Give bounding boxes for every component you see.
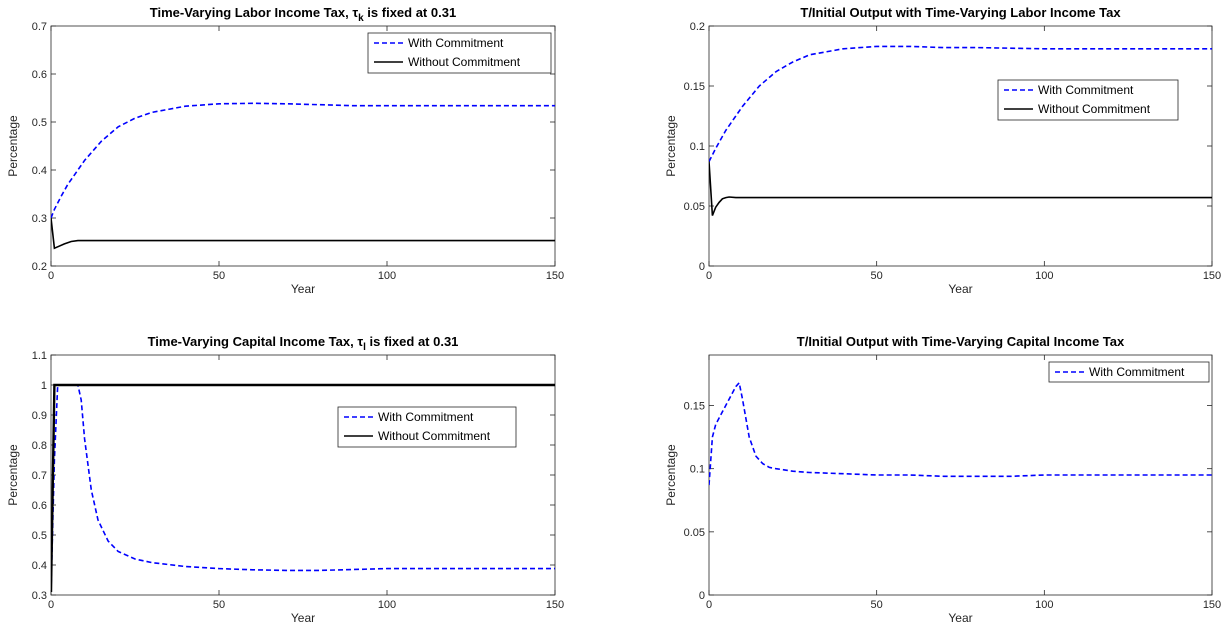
series-line-with-commitment [51,102,555,219]
legend-label: Without Commitment [378,429,491,443]
y-tick-label: 0.7 [32,21,47,33]
y-tick-label: 0.8 [32,440,47,452]
x-tick-label: 50 [871,599,883,611]
chart-title: Time-Varying Capital Income Tax, τl is f… [148,334,459,353]
x-tick-label: 150 [546,270,564,282]
y-axis-label: Percentage [664,115,678,177]
series-line-without-commitment [51,383,555,593]
x-tick-label: 50 [213,599,225,611]
x-tick-label: 100 [1035,599,1053,611]
series-line-without-commitment [51,217,555,250]
y-tick-label: 0.4 [32,560,47,572]
y-tick-label: 0.15 [684,81,705,93]
x-axis-label: Year [948,611,972,625]
plot-area [708,25,1213,267]
legend-label: With Commitment [1089,365,1185,379]
x-tick-label: 0 [48,270,54,282]
series-line-without-commitment [709,161,1212,216]
chart-1: 0 50 100 150 0.2 0.3 0.4 0.5 0.6 0.7 Year Percentag… [6,5,564,296]
legend-box [367,32,552,74]
x-tick-label: 0 [48,599,54,611]
x-axis-label: Year [291,611,315,625]
y-axis-label: Percentage [6,115,20,177]
x-tick-label: 100 [378,599,396,611]
series-line-with-commitment [709,381,1212,486]
y-tick-label: 0.5 [32,117,47,129]
x-tick-label: 150 [546,599,564,611]
legend-label: With Commitment [378,410,474,424]
legend: With Commitment [1048,361,1210,383]
y-axis-label: Percentage [664,444,678,506]
y-tick-label: 1.1 [32,350,47,362]
y-tick-label: 0.5 [32,530,47,542]
x-tick-label: 150 [1203,270,1221,282]
chart-4: 0 50 100 150 0 0.05 0.1 0.15 Year Percentage T/Ini… [664,334,1221,625]
chart-title: T/Initial Output with Time-Varying Capit… [797,334,1125,349]
y-tick-label: 0.2 [690,21,705,33]
x-axis-label: Year [948,282,972,296]
y-tick-label: 0.15 [684,401,705,413]
x-tick-label: 0 [706,599,712,611]
y-tick-label: 0.2 [32,261,47,273]
x-tick-label: 100 [378,270,396,282]
y-tick-label: 1 [41,380,47,392]
x-tick-label: 50 [213,270,225,282]
legend: With Commitment Without Commitment [337,406,517,448]
legend: With Commitment Without Commitment [367,32,552,74]
y-tick-label: 0.7 [32,470,47,482]
chart-title: T/Initial Output with Time-Varying Labor… [800,5,1121,20]
y-tick-label: 0.6 [32,500,47,512]
y-tick-label: 0.9 [32,410,47,422]
x-axis-label: Year [291,282,315,296]
y-tick-label: 0.3 [32,213,47,225]
y-tick-label: 0 [699,590,705,602]
legend-box [337,406,517,448]
legend-box [1048,361,1210,383]
legend-label: With Commitment [408,36,504,50]
y-tick-label: 0.3 [32,590,47,602]
x-tick-label: 100 [1035,270,1053,282]
x-tick-label: 50 [871,270,883,282]
chart-2: 0 50 100 150 0 0.05 0.1 0.15 0.2 Year Percentage T/… [664,5,1221,296]
legend-label: Without Commitment [408,55,521,69]
y-tick-label: 0.1 [690,464,705,476]
chart-3: 0 50 100 150 0.3 0.4 0.5 0.6 0.7 0.8 0.9 1 1.1 Year Pe… [6,334,564,625]
y-tick-label: 0.4 [32,165,47,177]
y-tick-label: 0.1 [690,141,705,153]
legend: With Commitment Without Commitment [997,79,1179,121]
legend-box [997,79,1179,121]
chart-title: Time-Varying Labor Income Tax, τk is fix… [150,5,456,24]
y-tick-label: 0 [699,261,705,273]
y-tick-label: 0.05 [684,527,705,539]
legend-label: Without Commitment [1038,102,1151,116]
x-tick-label: 150 [1203,599,1221,611]
series-line-with-commitment [51,384,555,593]
y-axis-label: Percentage [6,444,20,506]
y-tick-label: 0.05 [684,201,705,213]
y-tick-label: 0.6 [32,69,47,81]
legend-label: With Commitment [1038,83,1134,97]
plot-area [50,354,556,596]
x-tick-label: 0 [706,270,712,282]
